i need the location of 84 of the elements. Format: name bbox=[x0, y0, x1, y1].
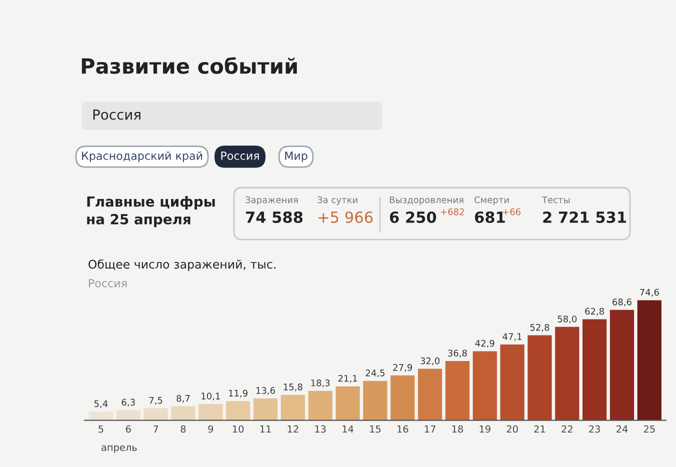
text: Главные цифры на 25 апреля bbox=[87, 196, 215, 228]
bar bbox=[445, 361, 470, 420]
x-tick-label: 10 bbox=[232, 425, 244, 433]
text: +66 bbox=[502, 208, 520, 216]
text: +5 966 bbox=[318, 211, 373, 223]
bar bbox=[637, 300, 662, 420]
bar bbox=[198, 404, 223, 420]
bar bbox=[390, 375, 415, 420]
text: Мир bbox=[285, 152, 308, 162]
bar bbox=[226, 401, 250, 420]
text: 681 bbox=[474, 211, 505, 223]
x-tick-label: 15 bbox=[370, 425, 381, 433]
data-label: 36,8 bbox=[448, 350, 467, 358]
bar bbox=[472, 351, 497, 420]
x-tick-label: 18 bbox=[452, 425, 463, 433]
text: Тесты bbox=[542, 196, 570, 204]
x-tick-label: 21 bbox=[534, 425, 546, 433]
bar bbox=[610, 310, 634, 420]
text: Россия bbox=[93, 109, 140, 120]
data-label: 47,1 bbox=[502, 333, 522, 341]
x-tick-label: 8 bbox=[180, 425, 186, 433]
data-label: 7,5 bbox=[149, 396, 162, 405]
bar bbox=[555, 326, 580, 420]
text: За сутки bbox=[318, 196, 358, 205]
text: Краснодарский край bbox=[82, 151, 202, 162]
x-tick-label: 23 bbox=[589, 425, 600, 433]
data-label: 8,7 bbox=[176, 394, 190, 403]
text: 74 588 bbox=[246, 211, 303, 223]
bar bbox=[418, 368, 442, 420]
data-label: 58,0 bbox=[558, 316, 577, 324]
data-label: 21,1 bbox=[338, 374, 357, 383]
text: 6 250 bbox=[390, 211, 436, 223]
data-label: 6,3 bbox=[122, 398, 135, 407]
data-label: 5,4 bbox=[94, 400, 108, 408]
x-tick-label: 7 bbox=[154, 425, 158, 433]
x-tick-label: 13 bbox=[315, 425, 326, 433]
data-label: 24,5 bbox=[366, 370, 384, 378]
x-tick-label: 11 bbox=[260, 425, 271, 433]
bar bbox=[500, 344, 524, 420]
chart-title: Общее число заражений, тыс. bbox=[88, 259, 276, 271]
data-label: 13,6 bbox=[256, 387, 275, 395]
bar bbox=[336, 386, 360, 420]
data-label: 32,0 bbox=[420, 357, 440, 366]
bar bbox=[528, 335, 552, 420]
data-label: 62,8 bbox=[585, 308, 604, 316]
x-tick-label: 17 bbox=[424, 425, 436, 433]
data-label: 68,6 bbox=[612, 298, 632, 306]
text: Развитие событий bbox=[82, 57, 297, 74]
bar bbox=[171, 406, 196, 420]
bar bbox=[280, 394, 305, 420]
x-tick-label: 22 bbox=[562, 425, 572, 433]
text: Россия bbox=[221, 152, 259, 160]
data-label: 74,6 bbox=[640, 288, 659, 297]
x-tick-label: 12 bbox=[288, 425, 298, 433]
x-tick-label: 24 bbox=[616, 425, 628, 433]
x-tick-label: 14 bbox=[342, 425, 354, 433]
x-tick-label: 16 bbox=[397, 425, 408, 433]
bar bbox=[253, 398, 278, 420]
text: Заражения bbox=[246, 196, 298, 205]
text: +682 bbox=[440, 208, 464, 216]
data-label: 10,1 bbox=[202, 392, 220, 400]
bar bbox=[116, 410, 140, 420]
data-label: 11,9 bbox=[229, 390, 248, 398]
x-tick-label: 25 bbox=[644, 425, 655, 433]
x-tick-label: 9 bbox=[208, 425, 214, 433]
bar bbox=[88, 412, 114, 420]
bar bbox=[144, 408, 168, 420]
text: Смерти bbox=[474, 196, 509, 205]
bar bbox=[308, 390, 332, 420]
data-label: 27,9 bbox=[393, 364, 412, 372]
data-label: 18,3 bbox=[311, 379, 330, 388]
data-label: 15,8 bbox=[284, 384, 302, 392]
x-tick-label: 6 bbox=[126, 425, 131, 433]
data-label: 52,8 bbox=[530, 324, 550, 332]
text: Выздоровления bbox=[390, 196, 464, 205]
data-label: 42,9 bbox=[475, 340, 494, 348]
bar bbox=[582, 319, 607, 420]
x-tick-label: 20 bbox=[506, 425, 518, 433]
x-tick-label: 5 bbox=[98, 425, 104, 433]
x-tick-label: 19 bbox=[480, 425, 490, 433]
text: апрель bbox=[102, 445, 137, 453]
text: 2 721 531 bbox=[543, 211, 626, 223]
chart-subtitle: Россия bbox=[88, 279, 127, 288]
bar bbox=[363, 380, 388, 420]
